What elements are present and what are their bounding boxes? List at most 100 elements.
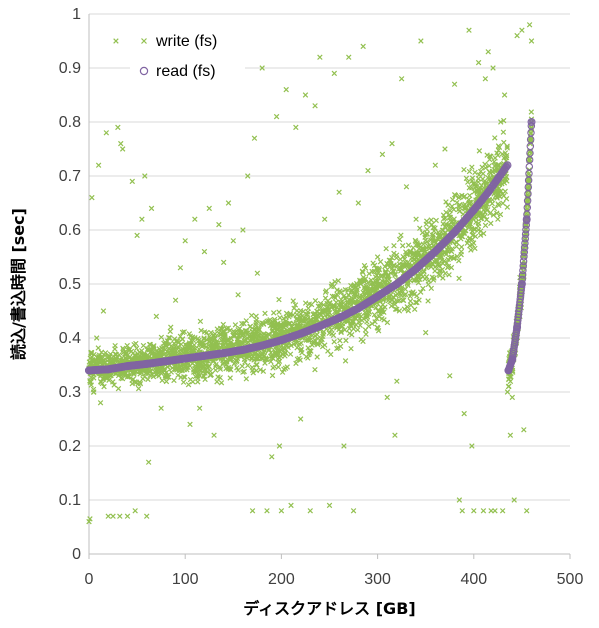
write-point — [400, 297, 407, 304]
write-point — [400, 253, 406, 260]
write-point — [469, 228, 475, 234]
write-point — [423, 245, 430, 251]
write-point — [320, 331, 326, 337]
write-point — [376, 266, 383, 273]
write-point — [154, 351, 160, 358]
write-point — [449, 196, 456, 203]
write-point — [350, 319, 357, 325]
write-point — [365, 308, 372, 315]
write-point — [163, 350, 169, 357]
write-point — [87, 361, 94, 368]
write-point — [198, 360, 205, 367]
write-point — [381, 273, 387, 279]
write-point — [348, 345, 354, 352]
write-point — [208, 337, 214, 344]
write-point — [476, 172, 482, 178]
write-point — [102, 372, 108, 379]
write-point — [208, 329, 214, 336]
write-point — [393, 252, 400, 258]
write-point-43 — [235, 292, 241, 298]
write-point — [202, 368, 209, 374]
write-point — [292, 302, 299, 308]
write-point — [348, 302, 355, 308]
write-point-54 — [278, 508, 285, 514]
write-point — [396, 308, 403, 314]
write-point — [461, 166, 467, 173]
write-point-45 — [245, 173, 251, 179]
write-point — [207, 372, 214, 379]
write-point — [267, 317, 273, 323]
write-point-51 — [269, 454, 275, 460]
write-point — [342, 358, 349, 364]
write-point — [465, 179, 471, 185]
write-point — [445, 202, 451, 208]
write-point — [373, 304, 379, 311]
write-point — [243, 376, 250, 382]
write-point — [359, 317, 365, 324]
write-point — [238, 329, 245, 335]
write-point — [392, 301, 398, 308]
y-tick-label-3: 0.3 — [59, 384, 81, 401]
write-point — [486, 163, 492, 169]
write-point — [521, 247, 528, 253]
write-point — [339, 304, 345, 311]
write-point-68 — [346, 54, 352, 60]
write-point — [331, 293, 338, 300]
write-point-59 — [302, 92, 309, 98]
write-point-42 — [230, 238, 237, 244]
write-point-2 — [89, 194, 95, 201]
write-point-52 — [273, 113, 280, 120]
write-point — [477, 210, 483, 217]
legend: write (fs) read (fs) — [130, 26, 245, 86]
write-point — [288, 342, 294, 349]
write-point — [369, 320, 375, 327]
write-point — [398, 288, 405, 294]
write-point — [150, 373, 157, 380]
write-point — [349, 297, 356, 303]
legend-write-label: write (fs) — [155, 33, 217, 50]
write-point — [223, 325, 230, 332]
write-point — [195, 379, 201, 385]
write-point — [222, 358, 229, 365]
write-point — [204, 329, 210, 336]
write-point — [210, 342, 217, 348]
write-point — [358, 313, 364, 320]
write-point — [415, 273, 421, 280]
write-point — [201, 373, 207, 380]
write-point — [330, 332, 337, 338]
read-point-8 — [238, 345, 247, 354]
write-point — [364, 319, 370, 325]
write-point — [343, 337, 349, 344]
write-point — [398, 232, 404, 238]
write-point — [265, 331, 272, 337]
write-point — [323, 288, 330, 294]
write-point — [279, 329, 285, 336]
write-point — [482, 222, 489, 229]
write-point — [429, 221, 435, 228]
write-point — [337, 288, 343, 295]
write-point — [453, 239, 459, 245]
write-point — [495, 188, 502, 194]
write-point — [297, 357, 303, 363]
write-point — [431, 275, 437, 281]
write-point-89 — [459, 508, 465, 514]
write-point — [305, 355, 311, 361]
write-point — [466, 184, 473, 191]
write-point — [423, 273, 430, 280]
write-point — [295, 323, 301, 329]
write-point — [500, 200, 506, 206]
write-point — [384, 319, 391, 326]
read-point-11 — [296, 329, 305, 338]
write-point — [494, 210, 500, 216]
write-point — [231, 341, 237, 347]
read-point-18 — [431, 247, 440, 256]
write-point — [416, 297, 422, 303]
y-tick-label-1: 0.1 — [59, 492, 81, 509]
write-point-79 — [398, 76, 405, 82]
write-point — [390, 268, 397, 274]
write-point — [388, 303, 395, 309]
write-point — [451, 206, 457, 213]
write-point — [89, 357, 96, 363]
write-point — [362, 276, 369, 282]
